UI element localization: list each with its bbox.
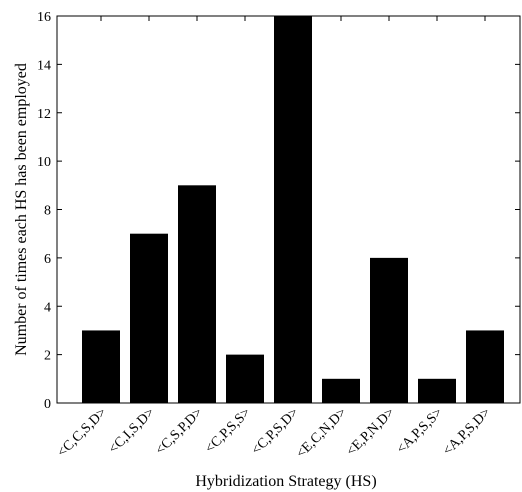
y-tick-label: 6 (44, 252, 51, 267)
bars-group (82, 16, 504, 403)
x-tick-label: <E,C,N,D> (294, 405, 350, 461)
y-tick-label: 0 (44, 397, 51, 412)
bar-2 (130, 233, 168, 403)
x-tick-label: <C,S,P,D> (153, 405, 206, 458)
x-tick-label: <E,P,N,D> (344, 405, 398, 459)
x-axis-title: Hybridization Strategy (HS) (195, 473, 376, 490)
bar-7 (370, 257, 408, 403)
x-tick-label: <A,P,S,D> (440, 405, 493, 458)
y-tick-label: 14 (37, 58, 51, 73)
bar-3 (178, 185, 216, 403)
y-axis-title: Number of times each HS has been employe… (13, 63, 30, 356)
y-tick-label: 16 (37, 10, 51, 25)
bar-4 (226, 354, 264, 403)
y-tick-label: 2 (44, 349, 51, 364)
bar-1 (82, 330, 120, 403)
y-tick-label: 8 (44, 204, 51, 219)
x-tick-label: <C,P,S,S> (203, 405, 254, 456)
bar-5 (274, 16, 312, 403)
x-tick-label: <A,P,S,S> (394, 405, 446, 457)
x-tick-label: <C,I,S,D> (106, 405, 158, 457)
x-tick-label: <C,C,S,D> (55, 405, 110, 460)
bar-9 (466, 330, 504, 403)
y-tick-label: 4 (44, 300, 51, 315)
y-tick-label: 12 (37, 107, 51, 122)
y-axis-ticks: 0 2 4 6 8 10 12 14 16 (37, 10, 520, 412)
y-tick-label: 10 (37, 155, 51, 170)
